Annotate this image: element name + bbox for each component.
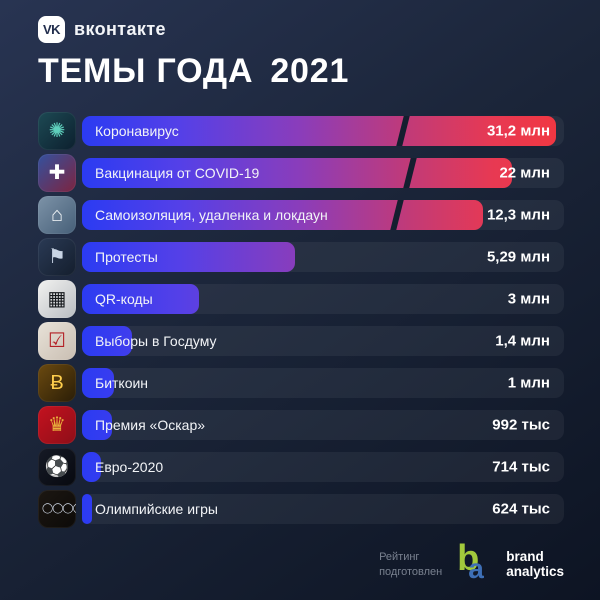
brand-word-1: brand	[506, 549, 544, 565]
vaccine-syringe-icon: ✚	[38, 154, 76, 192]
topic-row: ◯◯◯◯◯ Олимпийские игры 624 тыс	[38, 490, 564, 528]
vk-badge-text: VK	[42, 22, 61, 37]
protest-flag-icon: ⚑	[38, 238, 76, 276]
topic-bar	[82, 284, 199, 314]
vk-logo-icon: VK	[38, 16, 65, 43]
topic-label: Олимпийские игры	[95, 501, 218, 517]
topic-bar	[82, 200, 483, 230]
topic-row: Ƀ Биткоин 1 млн	[38, 364, 564, 402]
topic-bar	[82, 242, 295, 272]
topic-value: 22 млн	[499, 164, 550, 182]
credit-line-1: Рейтинг	[379, 551, 420, 564]
bar-break-mark	[395, 116, 411, 146]
topic-row: ⚑ Протесты 5,29 млн	[38, 238, 564, 276]
bar-wrap: Премия «Оскар» 992 тыс	[82, 410, 564, 440]
coronavirus-icon: ✺	[38, 112, 76, 150]
topic-label: Коронавирус	[95, 123, 179, 139]
bar-wrap: Самоизоляция, удаленка и локдаун 12,3 мл…	[82, 200, 564, 230]
topic-value: 624 тыс	[492, 500, 550, 518]
icon-glyph: ◯◯◯◯◯	[42, 503, 76, 515]
bar-track	[82, 452, 564, 482]
bar-wrap: Протесты 5,29 млн	[82, 242, 564, 272]
bar-wrap: QR-коды 3 млн	[82, 284, 564, 314]
credit-line-2: подготовлен	[379, 566, 443, 578]
bar-break-mark	[402, 158, 418, 188]
topic-row: ▦ QR-коды 3 млн	[38, 280, 564, 318]
bar-track	[82, 326, 564, 356]
bar-wrap: Евро-2020 714 тыс	[82, 452, 564, 482]
topic-row: ✚ Вакцинация от COVID-19 22 млн	[38, 154, 564, 192]
topic-value: 3 млн	[507, 290, 550, 308]
brand-analytics-wordmark: brand analytics	[506, 549, 564, 580]
bar-wrap: Выборы в Госдуму 1,4 млн	[82, 326, 564, 356]
icon-glyph: ⚽	[44, 456, 70, 478]
bar-break-mark	[389, 200, 405, 230]
topic-row: ⚽ Евро-2020 714 тыс	[38, 448, 564, 486]
icon-glyph: ✚	[48, 162, 66, 184]
home-remote-work-icon: ⌂	[38, 196, 76, 234]
topics-list: ✺ Коронавирус 31,2 млн ✚ Вакцинация от C…	[0, 112, 600, 528]
topic-value: 5,29 млн	[486, 248, 550, 266]
topic-label: Евро-2020	[95, 459, 164, 475]
topic-label: Биткоин	[95, 375, 149, 391]
logo-letter-a: a	[468, 553, 484, 584]
brand-word-2: analytics	[506, 564, 564, 579]
icon-glyph: ⌂	[50, 204, 64, 226]
topic-value: 1 млн	[507, 374, 550, 392]
topic-value: 992 тыс	[492, 416, 550, 434]
topic-label: Протесты	[95, 249, 158, 265]
topic-label: Выборы в Госдуму	[95, 333, 217, 349]
bar-track	[82, 494, 564, 524]
bar-wrap: Коронавирус 31,2 млн	[82, 116, 564, 146]
topic-bar	[82, 326, 132, 356]
topic-bar	[82, 452, 101, 482]
brand-analytics-logo-icon: b a	[457, 540, 491, 584]
vk-wordmark: вконтакте	[74, 19, 166, 39]
icon-glyph: ⚑	[48, 246, 66, 268]
olympic-rings-icon: ◯◯◯◯◯	[38, 490, 76, 528]
topic-row: ✺ Коронавирус 31,2 млн	[38, 112, 564, 150]
icon-glyph: ▦	[47, 288, 67, 310]
topic-bar	[82, 158, 512, 188]
topic-bar	[82, 494, 92, 524]
topic-bar	[82, 116, 556, 146]
bar-wrap: Биткоин 1 млн	[82, 368, 564, 398]
bar-wrap: Олимпийские игры 624 тыс	[82, 494, 564, 524]
topic-bar	[82, 410, 112, 440]
topic-label: QR-коды	[95, 291, 153, 307]
topic-row: ⌂ Самоизоляция, удаленка и локдаун 12,3 …	[38, 196, 564, 234]
qr-code-icon: ▦	[38, 280, 76, 318]
euro2020-football-icon: ⚽	[38, 448, 76, 486]
page-title: ТЕМЫ ГОДА 2021	[38, 52, 562, 91]
ballot-elections-icon: ☑	[38, 322, 76, 360]
bar-track	[82, 368, 564, 398]
logo-letter-b: b	[457, 537, 480, 578]
topic-label: Вакцинация от COVID-19	[95, 165, 260, 181]
topic-value: 12,3 млн	[486, 206, 550, 224]
footer: Рейтинг подготовлен b a brand analytics	[379, 540, 564, 584]
oscar-statuette-icon: ♛	[38, 406, 76, 444]
topic-value: 31,2 млн	[486, 122, 550, 140]
topic-value: 1,4 млн	[495, 332, 550, 350]
topic-label: Премия «Оскар»	[95, 417, 206, 433]
page-title-year: 2021	[270, 52, 350, 90]
credit-text: Рейтинг подготовлен	[379, 550, 442, 580]
icon-glyph: Ƀ	[50, 372, 64, 394]
icon-glyph: ✺	[48, 120, 66, 142]
topic-label: Самоизоляция, удаленка и локдаун	[95, 207, 328, 223]
topic-row: ☑ Выборы в Госдуму 1,4 млн	[38, 322, 564, 360]
bar-track	[82, 410, 564, 440]
icon-glyph: ♛	[48, 414, 66, 436]
page-title-text: ТЕМЫ ГОДА	[38, 52, 254, 90]
topic-value: 714 тыс	[492, 458, 550, 476]
bar-wrap: Вакцинация от COVID-19 22 млн	[82, 158, 564, 188]
icon-glyph: ☑	[48, 330, 66, 352]
header: VK вконтакте ТЕМЫ ГОДА 2021	[0, 0, 600, 91]
topic-row: ♛ Премия «Оскар» 992 тыс	[38, 406, 564, 444]
topic-bar	[82, 368, 114, 398]
bitcoin-coin-icon: Ƀ	[38, 364, 76, 402]
vk-logo-lockup: VK вконтакте	[38, 16, 562, 43]
